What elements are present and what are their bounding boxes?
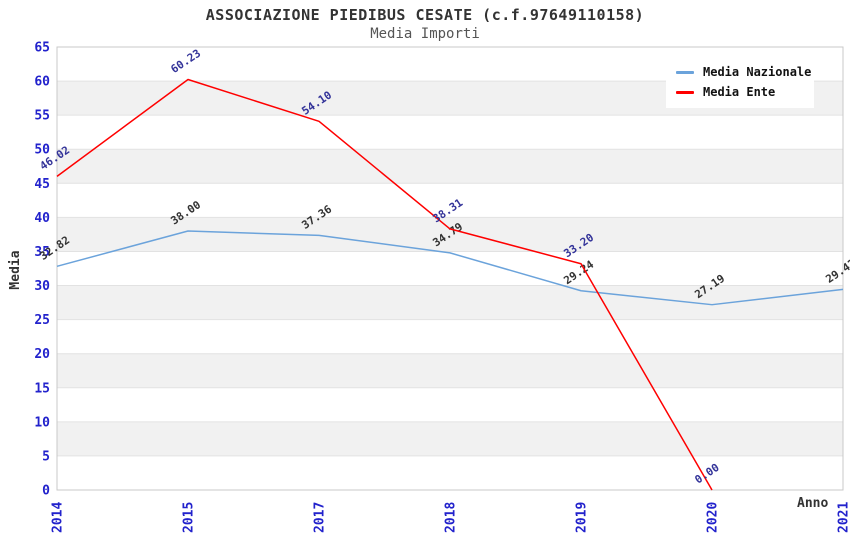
chart-subtitle: Media Importi xyxy=(370,26,480,42)
y-tick-label: 20 xyxy=(34,347,50,362)
x-tick-label: 2020 xyxy=(706,502,721,533)
y-tick-label: 30 xyxy=(34,279,50,294)
y-tick-label: 10 xyxy=(34,415,50,430)
y-tick-label: 45 xyxy=(34,177,50,192)
series-line-media-ente xyxy=(56,78,713,491)
grid-band xyxy=(57,353,843,388)
x-tick-label: 2021 xyxy=(837,502,850,533)
y-tick-label: 15 xyxy=(34,381,50,396)
data-point-label-media-ente: 60.23 xyxy=(168,47,203,76)
x-tick-label: 2018 xyxy=(444,502,459,533)
y-tick-label: 5 xyxy=(42,449,50,464)
y-tick-label: 35 xyxy=(34,245,50,260)
legend-label-media-nazionale: Media Nazionale xyxy=(703,65,812,79)
series-line-media-nazionale xyxy=(56,230,844,306)
y-tick-label: 40 xyxy=(34,211,50,226)
plot-border xyxy=(56,46,844,491)
grid-band xyxy=(57,217,843,252)
grid-band xyxy=(57,149,843,184)
grid-band xyxy=(57,421,843,456)
legend-item-media-nazionale: Media Nazionale xyxy=(676,62,814,82)
x-tick-label: 2017 xyxy=(313,502,328,533)
data-point-label-media-nazionale: 29.43 xyxy=(823,257,850,286)
y-tick-label: 50 xyxy=(34,143,50,158)
y-tick-label: 55 xyxy=(34,109,50,124)
y-axis-title: Media xyxy=(8,250,23,290)
media-ente-line-swatch-icon xyxy=(676,90,694,94)
grid-band xyxy=(57,285,843,320)
y-tick-label: 65 xyxy=(34,41,50,56)
y-tick-label: 60 xyxy=(34,75,50,90)
media-nazionale-line-swatch-icon xyxy=(676,70,694,74)
x-axis-title: Anno xyxy=(797,496,829,511)
x-tick-label: 2015 xyxy=(182,502,197,533)
legend-label-media-ente: Media Ente xyxy=(703,85,776,99)
chart-title: ASSOCIAZIONE PIEDIBUS CESATE (c.f.976491… xyxy=(205,6,645,24)
x-tick-label: 2019 xyxy=(575,502,590,533)
y-tick-label: 25 xyxy=(34,313,50,328)
legend-item-media-ente: Media Ente xyxy=(676,82,814,102)
y-tick-label: 0 xyxy=(42,484,50,499)
x-tick-label: 2014 xyxy=(51,502,66,533)
legend: Media Nazionale Media Ente xyxy=(666,56,814,108)
